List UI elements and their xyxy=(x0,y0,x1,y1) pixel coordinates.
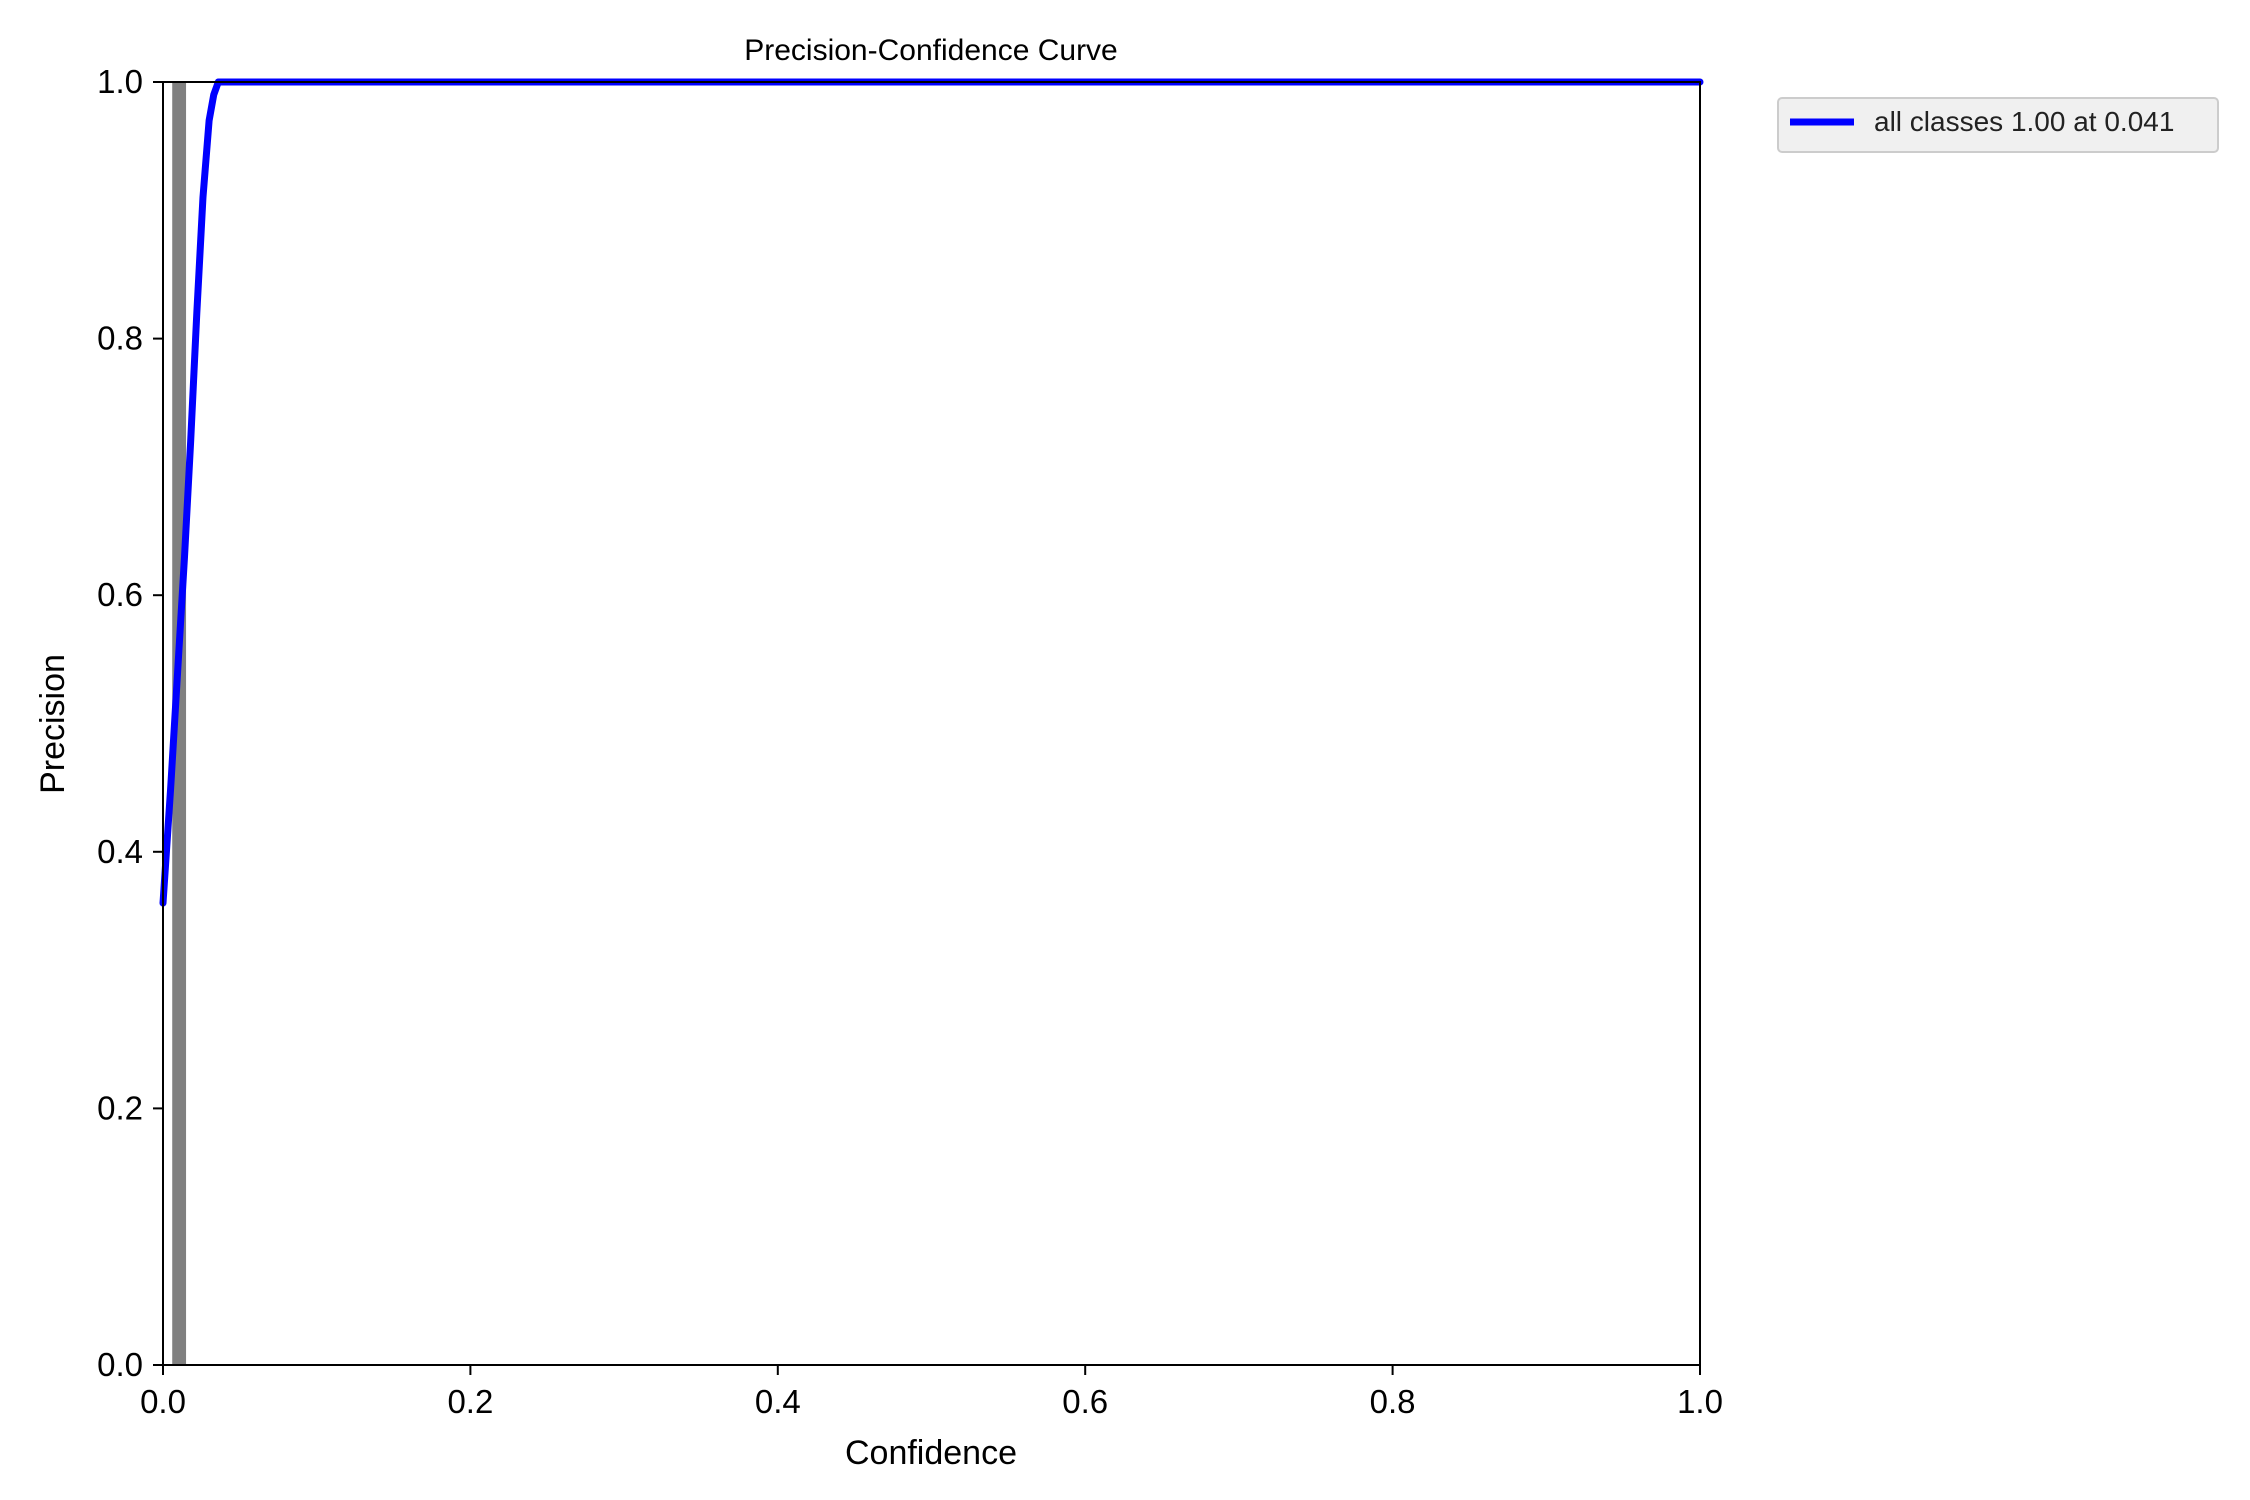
legend-label: all classes 1.00 at 0.041 xyxy=(1874,106,2174,137)
x-tick-label: 0.6 xyxy=(1062,1383,1108,1420)
per-class-band xyxy=(172,82,187,1365)
chart-title: Precision-Confidence Curve xyxy=(744,34,1118,67)
y-tick-label: 1.0 xyxy=(97,63,143,100)
y-axis-title: Precision xyxy=(34,654,72,794)
x-tick-label: 0.4 xyxy=(755,1383,801,1420)
plot-frame xyxy=(162,81,1701,1366)
y-tick-label: 0.2 xyxy=(97,1089,143,1126)
legend: all classes 1.00 at 0.041 xyxy=(1777,97,2219,153)
y-axis: 0.0 0.2 0.4 0.6 0.8 1.0 xyxy=(97,63,163,1383)
y-tick-label: 0.6 xyxy=(97,576,143,613)
series-line-all-classes xyxy=(159,78,1704,907)
x-tick-label: 1.0 xyxy=(1677,1383,1723,1420)
y-tick-label: 0.8 xyxy=(97,320,143,357)
per-class-curves xyxy=(172,82,187,1365)
legend-box xyxy=(1777,97,2219,153)
x-tick-label: 0.8 xyxy=(1370,1383,1416,1420)
x-tick-label: 0.0 xyxy=(140,1383,186,1420)
series-layer xyxy=(159,78,1704,907)
y-tick-label: 0.0 xyxy=(97,1346,143,1383)
x-axis-title: Confidence xyxy=(845,1434,1017,1472)
y-tick-label: 0.4 xyxy=(97,833,143,870)
x-axis: 0.0 0.2 0.4 0.6 0.8 1.0 xyxy=(140,1365,1723,1420)
x-tick-label: 0.2 xyxy=(447,1383,493,1420)
